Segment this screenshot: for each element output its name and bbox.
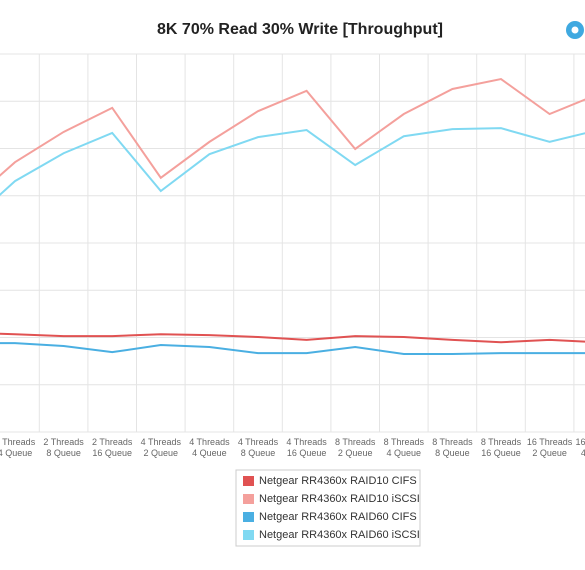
x-tick-label-line: 2 Threads <box>43 437 84 447</box>
x-tick-label-line: 16 Threads <box>527 437 573 447</box>
legend-swatch <box>243 512 254 522</box>
x-tick-label: 8 Threads 2 Queue <box>335 437 376 458</box>
x-tick-label-line: 16 Queue <box>92 448 132 458</box>
chart-title: 8K 70% Read 30% Write [Throughput] <box>157 21 443 38</box>
x-tick-label-line: 4 Queue <box>387 448 422 458</box>
x-tick-label-line: 4 Threads <box>141 437 182 447</box>
x-tick-label-line: 2 Queue <box>144 448 179 458</box>
help-icon[interactable] <box>566 21 584 39</box>
legend-label: Netgear RR4360x RAID10 CIFS <box>259 475 417 487</box>
x-tick-label-line: 2 Queue <box>338 448 373 458</box>
x-tick-label-line: 8 Threads <box>384 437 425 447</box>
x-tick-label-line: 4 Queue <box>581 448 585 458</box>
series-line <box>0 127 585 197</box>
legend-swatch <box>243 476 254 486</box>
x-tick-label-line: 8 Queue <box>435 448 470 458</box>
x-tick-label: 4 Threads 16 Queue <box>286 437 327 458</box>
x-tick-label: 4 Threads 8 Queue <box>238 437 279 458</box>
x-tick-label-line: 2 Queue <box>532 448 567 458</box>
legend-swatch <box>243 494 254 504</box>
series-line <box>0 342 585 356</box>
x-tick-label-line: 2 Threads <box>0 437 36 447</box>
series-line <box>0 77 585 180</box>
legend-label: Netgear RR4360x RAID10 iSCSI <box>259 493 420 505</box>
legend-box <box>235 469 421 547</box>
x-tick-label: 2 Threads 8 Queue <box>43 437 84 458</box>
x-tick-label: 16 Threads 2 Queue <box>527 437 573 458</box>
x-tick-label-line: 4 Threads <box>238 437 279 447</box>
x-tick-label: 8 Threads 16 Queue <box>481 437 522 458</box>
legend-swatch <box>243 530 254 540</box>
x-tick-label-line: 8 Queue <box>241 448 276 458</box>
x-tick-label-line: 8 Threads <box>335 437 376 447</box>
grid <box>0 53 585 433</box>
x-tick-label-line: 8 Queue <box>46 448 81 458</box>
x-tick-label-line: 4 Queue <box>0 448 32 458</box>
x-tick-label: 4 Threads 4 Queue <box>189 437 230 458</box>
x-tick-label: 8 Threads 8 Queue <box>432 437 473 458</box>
x-tick-label-line: 4 Threads <box>189 437 230 447</box>
series-line <box>0 332 585 344</box>
x-tick-label-line: 4 Threads <box>286 437 327 447</box>
x-tick-label: 4 Threads 2 Queue <box>141 437 182 458</box>
x-tick-label-line: 16 Queue <box>287 448 327 458</box>
x-tick-label: 8 Threads 4 Queue <box>384 437 425 458</box>
x-tick-label-line: 4 Queue <box>192 448 227 458</box>
legend-label: Netgear RR4360x RAID60 iSCSI <box>259 529 420 541</box>
x-tick-label-line: 8 Threads <box>481 437 522 447</box>
icon-dot[interactable] <box>571 26 579 34</box>
x-tick-label-line: 16 Queue <box>481 448 521 458</box>
x-tick-label-line: 16 Threads <box>576 437 585 447</box>
x-tick-label-line: 2 Threads <box>92 437 133 447</box>
x-tick-label-line: 8 Threads <box>432 437 473 447</box>
x-tick-label: 2 Threads 16 Queue <box>92 437 133 458</box>
legend-label: Netgear RR4360x RAID60 CIFS <box>259 511 417 523</box>
